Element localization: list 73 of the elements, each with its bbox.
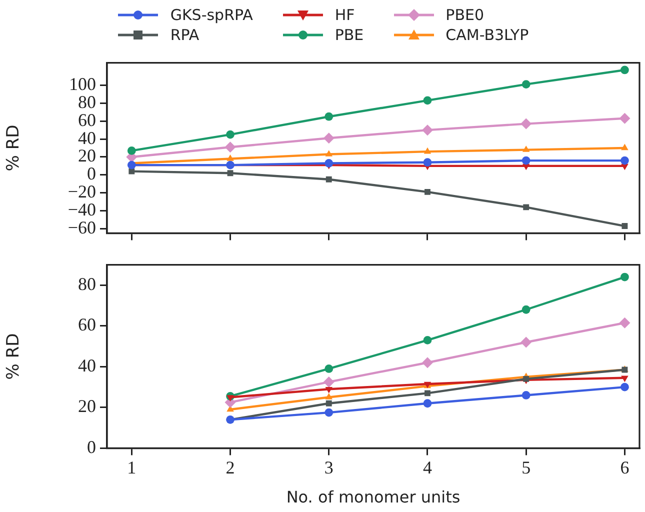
point bbox=[423, 158, 432, 167]
point bbox=[621, 144, 628, 150]
point bbox=[423, 399, 432, 408]
point bbox=[422, 357, 433, 368]
y-tick-label: 20 bbox=[78, 146, 96, 166]
point bbox=[523, 204, 530, 210]
legend-label: RPA bbox=[170, 26, 200, 44]
y-tick-label: 0 bbox=[87, 164, 96, 184]
point bbox=[326, 176, 332, 182]
point bbox=[324, 408, 334, 417]
point bbox=[423, 336, 432, 344]
point bbox=[226, 395, 234, 402]
legend-label: PBE bbox=[334, 26, 364, 44]
x-tick-label: 2 bbox=[226, 458, 235, 478]
point bbox=[522, 305, 530, 314]
point bbox=[226, 130, 234, 139]
x-tick-label: 3 bbox=[324, 458, 334, 478]
point bbox=[227, 170, 234, 176]
point bbox=[522, 391, 530, 400]
point bbox=[424, 188, 430, 195]
point bbox=[224, 142, 236, 153]
point bbox=[522, 80, 530, 89]
point bbox=[325, 387, 333, 394]
y-tick-label: −40 bbox=[68, 200, 96, 220]
x-tick-label: 5 bbox=[522, 458, 531, 478]
point bbox=[522, 146, 530, 152]
point bbox=[422, 124, 433, 136]
x-axis-title: No. of monomer units bbox=[286, 488, 460, 507]
legend-label: CAM-B3LYP bbox=[446, 26, 529, 44]
point bbox=[523, 376, 530, 382]
y-tick-label: 80 bbox=[78, 274, 96, 294]
y-tick-label: 80 bbox=[78, 92, 96, 112]
point bbox=[620, 272, 629, 282]
y-tick-label: 60 bbox=[78, 314, 96, 335]
point bbox=[620, 382, 629, 392]
y-tick-label: 60 bbox=[78, 110, 96, 130]
point bbox=[620, 66, 629, 74]
y-tick-label: −60 bbox=[68, 217, 96, 238]
y-tick-label: 0 bbox=[87, 436, 96, 457]
point bbox=[127, 146, 136, 155]
legend-label: HF bbox=[334, 6, 355, 24]
y-axis-title: % RD bbox=[4, 124, 24, 172]
x-tick-label: 4 bbox=[422, 458, 432, 478]
point bbox=[522, 156, 530, 165]
point bbox=[619, 112, 630, 124]
point bbox=[423, 96, 432, 105]
y-tick-label: 20 bbox=[78, 396, 96, 416]
y-tick-label: 40 bbox=[78, 128, 96, 148]
y-tick-label: −20 bbox=[68, 182, 96, 202]
point bbox=[323, 376, 334, 388]
point bbox=[323, 132, 334, 144]
point bbox=[325, 150, 333, 156]
legend-label: PBE0 bbox=[446, 6, 484, 24]
point bbox=[324, 112, 334, 121]
x-tick-label: 1 bbox=[127, 458, 136, 478]
point bbox=[128, 168, 135, 174]
point bbox=[324, 364, 334, 373]
point bbox=[621, 376, 628, 382]
point bbox=[326, 400, 332, 406]
x-tick-label: 6 bbox=[620, 458, 630, 478]
point bbox=[622, 223, 628, 229]
point bbox=[619, 317, 630, 328]
y-tick-label: 40 bbox=[78, 355, 96, 376]
point bbox=[325, 393, 333, 400]
point bbox=[226, 154, 234, 161]
point bbox=[424, 390, 430, 396]
point bbox=[620, 156, 629, 165]
point bbox=[520, 336, 532, 348]
point bbox=[520, 118, 532, 130]
y-tick-label: 100 bbox=[69, 74, 96, 94]
legend-label: GKS-spRPA bbox=[170, 6, 253, 24]
point bbox=[424, 147, 432, 154]
y-axis-title: % RD bbox=[4, 333, 24, 380]
